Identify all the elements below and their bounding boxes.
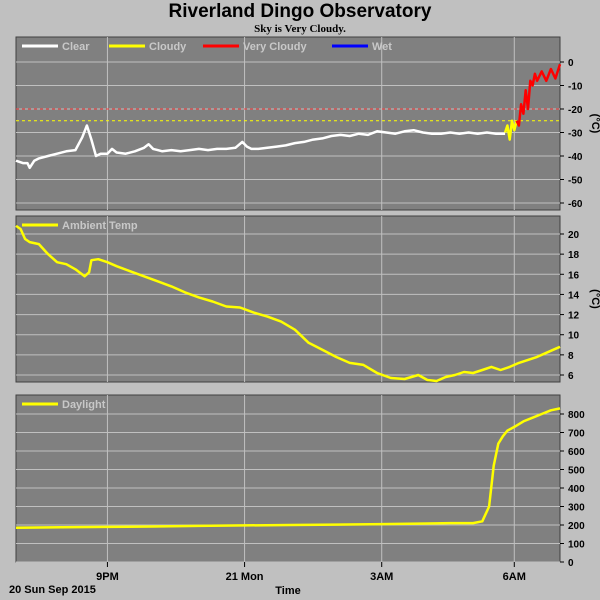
x-tick-label: 3AM [370, 571, 393, 583]
y-axis-label: (°C) [589, 289, 600, 309]
series-line-ambient-temp [15, 224, 561, 383]
y-tick-label: -30 [568, 129, 583, 140]
plot-area [15, 36, 561, 211]
legend-label: Clear [62, 41, 90, 53]
y-tick-label: 100 [568, 540, 585, 551]
series-line-clear [15, 124, 506, 170]
x-tick-label: 6AM [503, 571, 526, 583]
y-tick-label: -50 [568, 176, 583, 187]
panel-daylight: 800 700 600 500 400 300 200 100 0 Daylight [15, 394, 585, 569]
y-tick-label: -60 [568, 199, 583, 210]
y-tick-label: 12 [568, 311, 580, 322]
y-tick-label: 800 [568, 410, 585, 421]
y-tick-label: -20 [568, 105, 583, 116]
y-tick-label: 500 [568, 466, 585, 477]
y-tick-label: 300 [568, 503, 585, 514]
y-tick-label: 600 [568, 447, 585, 458]
y-tick-label: 8 [568, 351, 574, 362]
panel-sky: 0 -10 -20 -30 -40 -50 -60 (°C) Clear Cloudy Very C… [15, 36, 600, 211]
series-line-daylight [15, 407, 561, 530]
legend-label: Daylight [62, 399, 106, 411]
x-tick-label: 9PM [96, 571, 119, 583]
y-tick-label: 0 [568, 58, 574, 69]
y-tick-label: 16 [568, 270, 580, 281]
legend-label: Ambient Temp [62, 220, 138, 232]
series-line-cloudy [503, 119, 518, 141]
y-tick-label: 200 [568, 521, 585, 532]
y-tick-label: 0 [568, 558, 574, 569]
y-tick-label: 20 [568, 230, 580, 241]
y-tick-label: 10 [568, 331, 580, 342]
plot-area [15, 215, 561, 383]
x-tick-label: 21 Mon [226, 571, 264, 583]
x-axis-title: Time [275, 585, 300, 597]
y-axis-label: (°C) [589, 114, 600, 134]
y-tick-label: 14 [568, 290, 580, 301]
legend-label: Wet [372, 41, 392, 53]
sky-status-subtitle: Sky is Very Cloudy. [254, 23, 346, 35]
panel-ambient: 20 18 16 14 12 10 8 6 (°C) Ambient Temp [15, 215, 600, 383]
start-date-label: 20 Sun Sep 2015 [9, 584, 96, 596]
page-title: Riverland Dingo Observatory [168, 1, 432, 22]
y-tick-label: -40 [568, 152, 583, 163]
y-tick-label: 400 [568, 484, 585, 495]
y-tick-label: 6 [568, 371, 574, 382]
legend-label: Very Cloudy [243, 41, 307, 53]
y-tick-label: 18 [568, 250, 580, 261]
plot-area [15, 394, 561, 563]
legend-label: Cloudy [149, 41, 187, 53]
series-line-very-cloudy [515, 63, 562, 127]
y-tick-label: 700 [568, 429, 585, 440]
y-tick-label: -10 [568, 82, 583, 93]
